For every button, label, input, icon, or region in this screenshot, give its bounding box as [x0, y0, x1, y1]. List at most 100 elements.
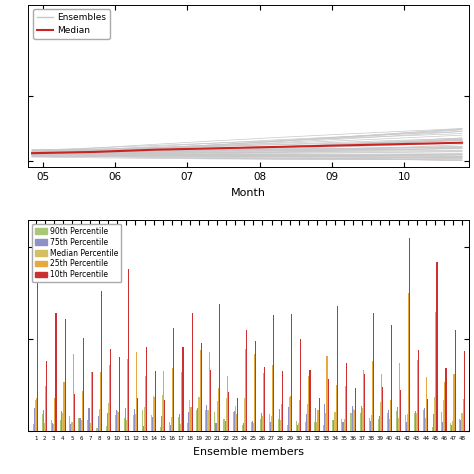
Bar	[199, 397, 200, 431]
Bar	[287, 425, 288, 431]
Bar	[237, 399, 238, 431]
Bar	[416, 413, 417, 431]
Bar	[69, 416, 70, 431]
Bar	[172, 368, 173, 431]
Bar	[288, 407, 289, 431]
Bar	[101, 291, 102, 431]
Bar	[390, 400, 391, 431]
Bar	[164, 400, 165, 431]
Bar	[178, 417, 179, 431]
Bar	[369, 418, 370, 431]
Bar	[106, 426, 107, 431]
Bar	[445, 382, 446, 431]
Bar	[382, 387, 383, 431]
Bar	[72, 422, 73, 431]
Bar	[252, 421, 253, 431]
Bar	[350, 413, 352, 431]
Bar	[160, 427, 161, 431]
Bar	[219, 304, 220, 431]
Bar	[342, 422, 344, 431]
Bar	[242, 425, 243, 431]
Bar	[46, 361, 47, 431]
Bar	[423, 410, 424, 431]
Bar	[217, 401, 218, 431]
Bar	[318, 410, 319, 431]
Bar	[225, 421, 226, 431]
Bar	[269, 414, 270, 431]
Bar	[34, 408, 35, 431]
Bar	[187, 423, 188, 431]
Bar	[145, 375, 146, 431]
Bar	[407, 413, 408, 431]
Bar	[459, 419, 460, 431]
Bar	[136, 352, 137, 431]
Bar	[281, 404, 282, 431]
Bar	[37, 279, 38, 431]
Bar	[255, 341, 256, 431]
Bar	[197, 408, 199, 431]
Bar	[73, 394, 75, 431]
Bar	[64, 319, 65, 431]
Bar	[332, 420, 333, 431]
Bar	[90, 423, 91, 431]
Bar	[435, 312, 437, 431]
Bar	[100, 372, 101, 431]
Bar	[43, 410, 44, 431]
Bar	[208, 410, 209, 431]
Bar	[216, 423, 217, 431]
Bar	[144, 407, 145, 431]
Bar	[155, 371, 156, 431]
Bar	[371, 415, 372, 431]
Bar	[305, 422, 306, 431]
Bar	[82, 338, 84, 431]
Bar	[355, 388, 356, 431]
Bar	[63, 413, 64, 431]
Bar	[323, 425, 324, 431]
Bar	[118, 412, 119, 431]
Bar	[218, 388, 219, 431]
Bar	[361, 406, 362, 431]
Bar	[379, 416, 380, 431]
Bar	[214, 412, 216, 431]
Bar	[337, 306, 338, 431]
Bar	[335, 412, 336, 431]
Bar	[298, 423, 299, 431]
Bar	[306, 414, 307, 431]
Bar	[116, 410, 117, 431]
Bar	[163, 371, 164, 431]
Bar	[414, 413, 415, 431]
Bar	[169, 422, 170, 431]
Bar	[388, 410, 389, 431]
Bar	[80, 418, 81, 431]
Bar	[370, 421, 371, 431]
Bar	[162, 395, 163, 431]
Bar	[78, 418, 80, 431]
Bar	[107, 412, 108, 431]
Bar	[127, 359, 128, 431]
Bar	[228, 392, 229, 431]
Bar	[119, 357, 120, 431]
Bar	[189, 400, 191, 431]
Bar	[450, 423, 451, 431]
Bar	[270, 422, 271, 431]
Bar	[271, 416, 272, 431]
Bar	[278, 419, 279, 431]
Bar	[314, 422, 315, 431]
Bar	[235, 406, 236, 431]
Bar	[35, 400, 36, 431]
Bar	[126, 420, 127, 431]
Bar	[153, 396, 154, 431]
Bar	[432, 427, 433, 431]
Bar	[299, 400, 301, 431]
Bar	[296, 421, 297, 431]
Bar	[253, 423, 254, 431]
X-axis label: Month: Month	[231, 188, 266, 198]
Bar	[279, 409, 280, 431]
Bar	[446, 367, 447, 431]
Bar	[326, 413, 327, 431]
Bar	[426, 377, 428, 431]
Bar	[362, 408, 363, 431]
Bar	[307, 404, 309, 431]
Bar	[441, 411, 442, 431]
Bar	[381, 374, 382, 431]
